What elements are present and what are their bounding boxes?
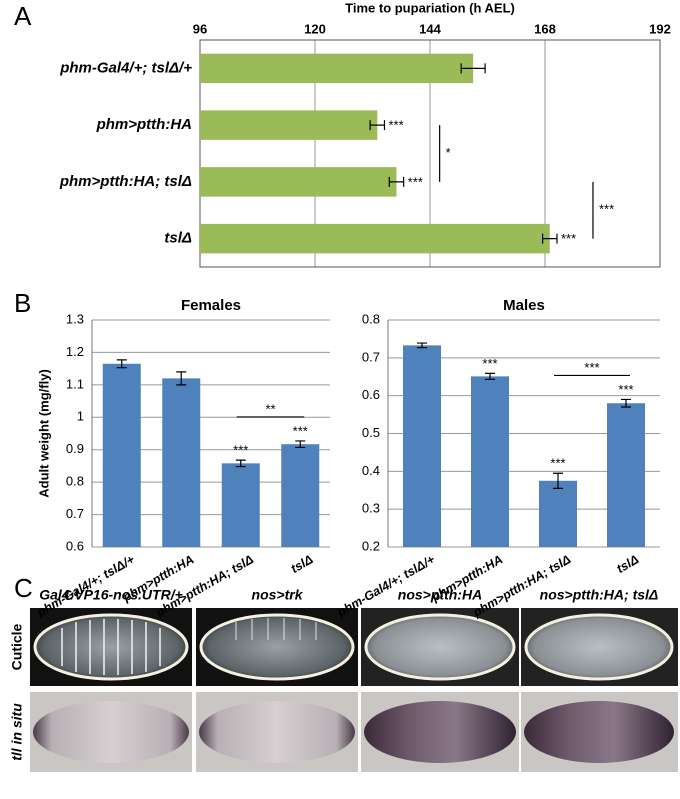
row-label: tll in situ bbox=[9, 703, 25, 761]
bracket-label: * bbox=[446, 145, 451, 160]
y-tick-label: 0.2 bbox=[362, 538, 380, 553]
panel-label: B bbox=[14, 288, 31, 318]
column-title: nos>ptth:HA; tslΔ bbox=[540, 587, 659, 603]
plot-frame bbox=[199, 39, 661, 268]
y-tick-label: 0.6 bbox=[66, 538, 84, 553]
panel-label: A bbox=[14, 1, 32, 31]
bar bbox=[403, 345, 441, 547]
bar bbox=[607, 403, 645, 547]
x-tick-label: 168 bbox=[534, 21, 556, 36]
embryo bbox=[33, 701, 189, 763]
significance: *** bbox=[388, 118, 403, 133]
y-tick-label: 1 bbox=[77, 409, 84, 424]
y-tick-label: 0.7 bbox=[66, 506, 84, 521]
error-bar bbox=[417, 342, 427, 349]
bar bbox=[281, 444, 320, 547]
significance: *** bbox=[482, 356, 497, 371]
error-bar bbox=[369, 120, 386, 131]
significance: *** bbox=[293, 423, 308, 438]
embryo bbox=[524, 701, 674, 763]
significance: *** bbox=[561, 231, 576, 246]
image-panel bbox=[30, 608, 678, 772]
column-title: Gal4:VP16-nos.UTR/+ bbox=[39, 587, 183, 603]
y-tick-label: phm>ptth:HA bbox=[96, 116, 192, 133]
denticle-bands bbox=[61, 619, 161, 675]
x-axis-title: Time to pupariation (h AEL) bbox=[345, 0, 515, 15]
y-tick-label: 0.4 bbox=[362, 463, 380, 478]
x-tick-label: 120 bbox=[304, 21, 326, 36]
denticle-bands bbox=[235, 618, 317, 640]
error-bar bbox=[295, 440, 306, 449]
bar bbox=[162, 378, 201, 547]
y-tick-label: 0.9 bbox=[66, 441, 84, 456]
error-bar bbox=[621, 398, 631, 408]
y-tick-label: 0.6 bbox=[362, 387, 380, 402]
error-bar bbox=[542, 233, 558, 244]
bar bbox=[102, 363, 141, 547]
y-tick-label: 0.3 bbox=[362, 501, 380, 516]
embryo bbox=[199, 613, 355, 681]
bracket-label: *** bbox=[584, 360, 599, 375]
embryo bbox=[33, 613, 189, 681]
y-tick-label: tslΔ bbox=[164, 230, 192, 247]
bar bbox=[200, 53, 474, 84]
panel-label: C bbox=[14, 573, 33, 603]
y-tick-label: phm>ptth:HA; tslΔ bbox=[59, 173, 192, 190]
chart-title: Males bbox=[503, 297, 545, 314]
chart-title: Females bbox=[181, 297, 241, 314]
y-axis-title: Adult weight (mg/fly) bbox=[36, 369, 51, 498]
significance: *** bbox=[408, 174, 423, 189]
bar bbox=[539, 480, 577, 547]
x-tick-label: 144 bbox=[419, 21, 441, 36]
embryo bbox=[364, 613, 516, 681]
embryo bbox=[364, 701, 516, 763]
bracket-label: *** bbox=[599, 202, 614, 217]
embryo bbox=[524, 613, 674, 681]
error-bar bbox=[460, 63, 486, 74]
error-bar bbox=[116, 359, 127, 369]
error-bar bbox=[485, 372, 495, 380]
y-tick-label: 0.5 bbox=[362, 425, 380, 440]
bar bbox=[200, 110, 378, 140]
embryo bbox=[199, 701, 355, 763]
significance: *** bbox=[233, 443, 248, 458]
bar bbox=[200, 167, 397, 197]
error-bar bbox=[388, 176, 405, 187]
y-tick-label: 0.8 bbox=[362, 311, 380, 326]
bracket-label: ** bbox=[265, 401, 275, 416]
significance: *** bbox=[618, 382, 633, 397]
y-tick-label: 1.3 bbox=[66, 311, 84, 326]
error-bar bbox=[235, 459, 246, 468]
y-tick-label: 1.2 bbox=[66, 344, 84, 359]
error-bar bbox=[176, 371, 187, 386]
y-tick-label: phm-Gal4/+; tslΔ/+ bbox=[59, 59, 192, 76]
x-tick-label: 192 bbox=[649, 21, 671, 36]
column-title: nos>ptth:HA bbox=[398, 587, 482, 603]
bar bbox=[221, 463, 260, 547]
x-tick-label: 96 bbox=[193, 21, 207, 36]
bar bbox=[471, 376, 509, 547]
x-tick-label: tslΔ bbox=[288, 552, 315, 576]
error-bar bbox=[553, 472, 563, 489]
significance: *** bbox=[550, 456, 565, 471]
x-tick-label: tslΔ bbox=[614, 552, 641, 576]
y-tick-label: 0.7 bbox=[362, 349, 380, 364]
bar bbox=[200, 223, 550, 254]
column-title: nos>trk bbox=[252, 587, 304, 603]
row-label: Cuticle bbox=[9, 623, 25, 670]
y-tick-label: 1.1 bbox=[66, 376, 84, 391]
y-tick-label: 0.8 bbox=[66, 474, 84, 489]
